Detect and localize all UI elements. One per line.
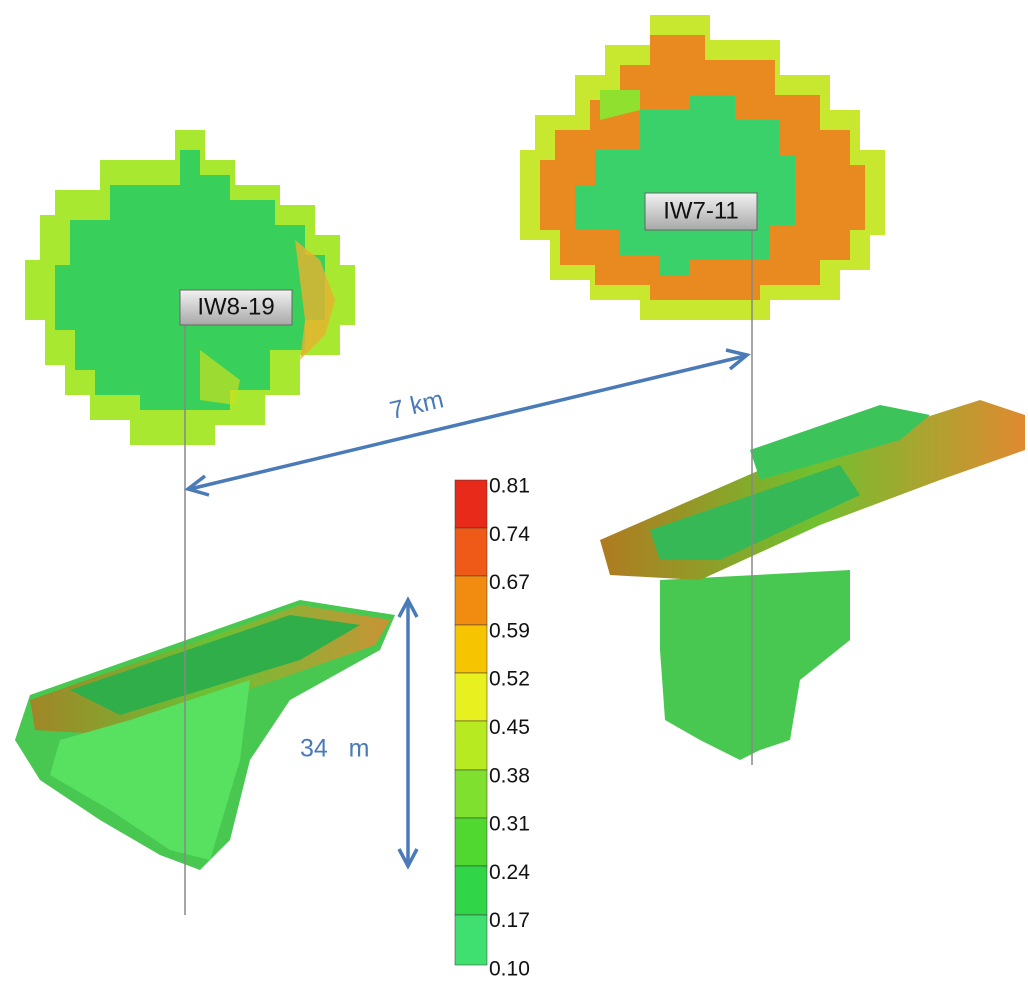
thickness-label: 34 m bbox=[300, 735, 369, 763]
colorbar-tick-label: 0.31 bbox=[489, 813, 530, 836]
distance-label: 7 km bbox=[387, 385, 446, 424]
plume-map-right bbox=[520, 15, 885, 320]
colorbar bbox=[455, 480, 487, 965]
colorbar-tick-label: 0.59 bbox=[489, 619, 530, 642]
well-label: IW7-11 bbox=[663, 197, 739, 224]
plume-3d-right bbox=[600, 400, 1025, 760]
colorbar-tick-label: 0.45 bbox=[489, 716, 530, 739]
figure: IW8-19 IW7-11 7 km 34 m 0.81 0.74 0.67 0.59… bbox=[0, 0, 1028, 984]
colorbar-tick-label: 0.67 bbox=[489, 571, 530, 594]
colorbar-tick-label: 0.81 bbox=[489, 475, 530, 498]
page: IW8-19 IW7-11 7 km 34 m 0.81 0.74 0.67 0.59… bbox=[0, 0, 1028, 984]
thickness-arrow bbox=[399, 600, 417, 866]
colorbar-tick-label: 0.24 bbox=[489, 861, 530, 884]
colorbar-tick-label: 0.17 bbox=[489, 909, 530, 932]
colorbar-tick-label: 0.52 bbox=[489, 668, 530, 691]
colorbar-tick-label: 0.74 bbox=[489, 523, 530, 546]
plume-map-left bbox=[25, 130, 355, 445]
colorbar-tick-label: 0.38 bbox=[489, 764, 530, 787]
colorbar-tick-label: 0.10 bbox=[489, 958, 530, 981]
colorbar-ticks: 0.81 0.74 0.67 0.59 0.52 0.45 0.38 0.31 0.24 0.17… bbox=[489, 475, 530, 981]
well-label: IW8-19 bbox=[197, 293, 274, 320]
